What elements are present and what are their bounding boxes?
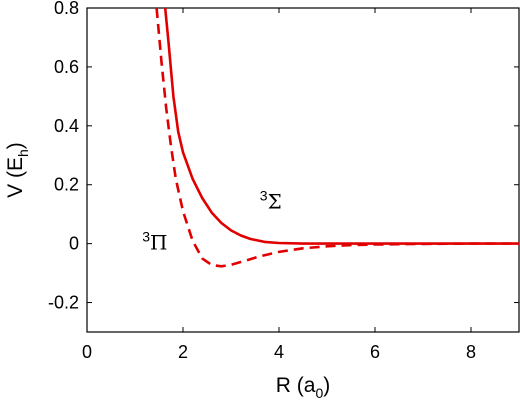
y-tick-label: 0.4 [54, 116, 79, 136]
y-tick-label: 0.2 [54, 175, 79, 195]
y-tick-label: -0.2 [48, 293, 79, 313]
x-tick-label: 8 [466, 342, 476, 362]
y-axis-label: V (Eh) [4, 142, 31, 198]
annotation-sigma: 3Σ [260, 187, 282, 213]
x-tick-label: 0 [82, 342, 92, 362]
x-tick-label: 6 [370, 342, 380, 362]
annotations-layer: 3Σ 3Π [142, 187, 282, 254]
series-line-sigma [163, 7, 519, 245]
y-tick-label: 0 [69, 234, 79, 254]
plot-frame [86, 7, 520, 333]
series-layer [155, 7, 519, 268]
x-axis-label: R (a0) [276, 374, 330, 401]
annotation-pi: 3Π [142, 229, 167, 255]
series-line-pi [155, 7, 519, 268]
y-tick-label: 0.8 [54, 0, 79, 18]
x-tick-label: 4 [274, 342, 284, 362]
axis-ticks: 0 2 4 6 8 -0.2 0 0.2 0.4 0.6 0.8 [48, 0, 519, 362]
x-tick-label: 2 [178, 342, 188, 362]
y-tick-label: 0.6 [54, 57, 79, 77]
